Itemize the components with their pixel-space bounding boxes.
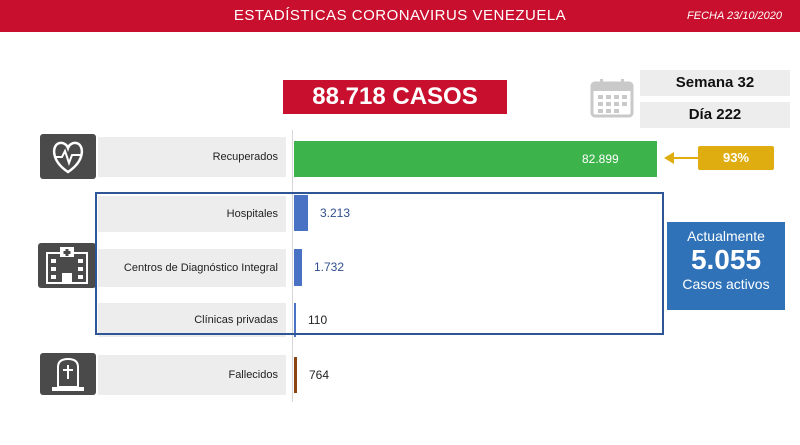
active-cases-value: 5.055	[690, 244, 762, 275]
report-date: FECHA 23/10/2020	[687, 10, 782, 22]
category-label-fallecidos: Fallecidos	[98, 355, 286, 395]
active-cases-label: Actualmente	[687, 228, 765, 244]
header-bar: ESTADÍSTICAS CORONAVIRUS VENEZUELA FECHA…	[0, 0, 800, 32]
day-counter: Día 222	[640, 102, 790, 128]
page-title: ESTADÍSTICAS CORONAVIRUS VENEZUELA	[233, 7, 567, 24]
bar-recuperados	[294, 141, 657, 177]
bar-cdi	[294, 249, 302, 286]
category-label-cdi: Centros de Diagnóstico Integral	[98, 249, 286, 287]
hospital-icon	[38, 243, 96, 288]
value-label-cdi: 1.732	[314, 260, 345, 274]
value-label-clinicas: 110	[308, 313, 328, 327]
bar-hospitales	[294, 195, 308, 231]
active-cases-box: Actualmente 5.055 Casos activos	[667, 222, 785, 310]
value-label-recuperados: 82.899	[582, 152, 619, 166]
active-cases-group-frame	[95, 192, 664, 335]
category-label-clinicas: Clínicas privadas	[98, 303, 286, 337]
tombstone-icon	[40, 353, 96, 395]
value-label-hospitales: 3.213	[320, 206, 351, 220]
arrow-left-icon	[664, 150, 700, 166]
category-label-hospitales: Hospitales	[98, 196, 286, 232]
value-label-fallecidos: 764	[309, 368, 330, 382]
bar-fallecidos	[294, 357, 297, 393]
active-cases-sublabel: Casos activos	[682, 276, 770, 292]
recovered-percentage-badge: 93%	[698, 146, 774, 170]
total-cases: 88.718 CASOS	[283, 80, 507, 114]
category-label-recuperados: Recuperados	[98, 137, 286, 177]
bar-clinicas	[294, 303, 296, 337]
calendar-icon	[590, 78, 634, 118]
heart-pulse-icon	[40, 134, 96, 179]
week-counter: Semana 32	[640, 70, 790, 96]
chart-axis	[292, 130, 293, 402]
